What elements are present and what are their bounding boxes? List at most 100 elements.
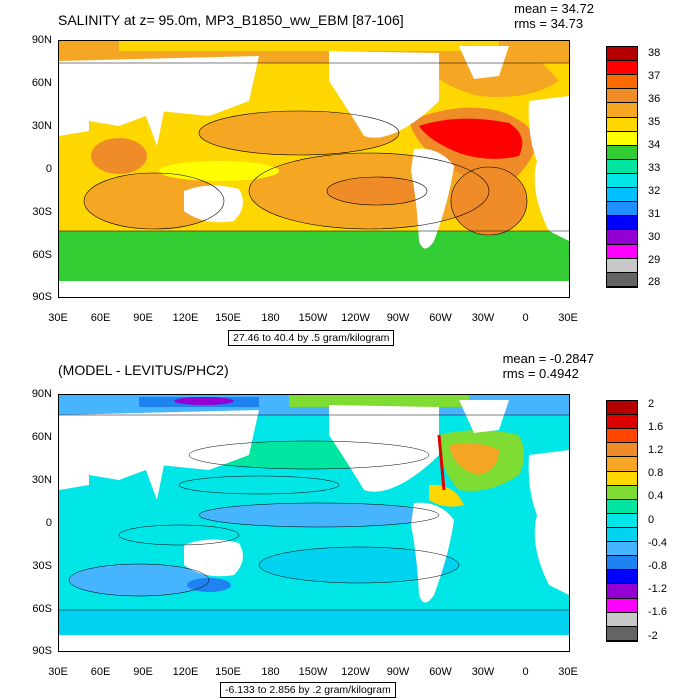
north-pacific-high [199, 111, 399, 155]
colorbar-segment [607, 75, 637, 90]
colorbar-label: 31 [648, 208, 661, 220]
colorbar-segment [607, 145, 637, 160]
colorbar-segment [607, 173, 637, 189]
x-tick-label: 60E [90, 312, 111, 324]
x-tick-label: 150E [215, 666, 241, 678]
x-tick-label: 30E [48, 666, 68, 678]
contour-info: 27.46 to 40.4 by .5 gram/kilogram [228, 330, 395, 346]
south-pacific-neg [259, 547, 459, 583]
x-tick-label: 120E [172, 666, 199, 678]
y-tick-label: 30N [31, 120, 52, 132]
colorbar-segment [607, 61, 637, 76]
equatorial-pacific [199, 503, 439, 527]
greenland-land [459, 46, 509, 79]
south-indian-neg [69, 564, 209, 596]
colorbar-segment [607, 216, 637, 231]
x-tick-label: 30E [558, 312, 578, 324]
colorbar-segment [607, 443, 637, 458]
colorbar [606, 46, 638, 288]
y-tick-label: 60N [31, 431, 52, 443]
x-tick-label: 90E [133, 312, 153, 324]
chart-title: (MODEL - LEVITUS/PHC2) [58, 362, 229, 378]
colorbar-segment [607, 103, 637, 118]
colorbar-segment [607, 542, 637, 557]
colorbar-segment [607, 131, 637, 146]
mean-value: mean = -0.2847 [502, 351, 594, 366]
eurasia-land [59, 56, 259, 126]
y-tick-label: 90N [31, 388, 52, 400]
colorbar-segment [607, 258, 637, 273]
colorbar-label: 29 [648, 254, 661, 266]
colorbar-segment [607, 499, 637, 514]
colorbar-label: 36 [648, 93, 661, 105]
antarctica [59, 281, 569, 297]
y-tick-label: 0 [45, 163, 52, 175]
north-atlantic-max [449, 443, 499, 475]
colorbar-segment [607, 598, 637, 613]
y-tick-label: 60N [31, 77, 52, 89]
y-tick-label: 30S [32, 560, 52, 572]
x-tick-label: 150W [298, 312, 328, 324]
contour-info: -6.133 to 2.856 by .2 gram/kilogram [220, 682, 396, 698]
colorbar-segment [607, 626, 637, 641]
salinity-panel: SALINITY at z= 95.0m, MP3_B1850_ww_EBM [… [0, 1, 661, 346]
colorbar-label: 34 [648, 139, 661, 151]
colorbar-label: 2 [648, 398, 655, 410]
y-tick-label: 90N [31, 34, 52, 46]
difference-map [58, 394, 570, 652]
arctic-positive [289, 395, 469, 407]
colorbar-label: 0.4 [648, 490, 664, 502]
mean-value: mean = 34.72 [514, 1, 594, 16]
south-pacific-core [327, 177, 427, 205]
difference-panel: (MODEL - LEVITUS/PHC2) mean = -0.2847 rm… [0, 350, 700, 700]
colorbar-label: 28 [648, 276, 661, 288]
colorbar-label: 0 [648, 514, 655, 526]
colorbar-segment [607, 429, 637, 444]
x-tick-label: 120E [172, 312, 199, 324]
contour-lines [59, 414, 569, 611]
africa-land [528, 450, 569, 595]
y-axis-labels: 90N 60N 30N 0 30S 60S 90S [0, 34, 52, 303]
chart-title: SALINITY at z= 95.0m, MP3_B1850_ww_EBM [… [58, 12, 404, 28]
x-tick-label: 120W [341, 666, 370, 678]
x-tick-label: 30W [471, 666, 495, 678]
colorbar [606, 400, 638, 642]
australia-land [184, 539, 243, 577]
salinity-map [58, 40, 570, 298]
colorbar-label: -0.8 [648, 560, 667, 572]
x-tick-label: 150W [298, 666, 328, 678]
x-tick-label: 90W [386, 312, 410, 324]
y-tick-label: 60S [32, 603, 52, 615]
y-tick-label: 0 [45, 517, 52, 529]
x-axis-labels: 30E 60E 90E 120E 150E 180 150W 120W 90W … [48, 312, 578, 326]
southern-ocean [59, 610, 569, 635]
colorbar-segment [607, 272, 637, 287]
colorbar-label: 32 [648, 185, 661, 197]
warm-pool [159, 161, 279, 181]
x-tick-label: 120W [341, 312, 370, 324]
indian-ocean-high [84, 173, 224, 229]
north-atlantic-core [419, 118, 523, 159]
colorbar-label: 1.6 [648, 421, 664, 433]
antarctica [59, 635, 569, 651]
colorbar-label: -1.6 [648, 606, 667, 618]
colorbar-segment [607, 415, 637, 430]
north-america-land [329, 405, 439, 492]
x-tick-label: 90E [133, 666, 153, 678]
colorbar-segment [607, 584, 637, 599]
colorbar-segment [607, 527, 637, 543]
colorbar-label: -2 [648, 630, 658, 642]
greenland-land [459, 400, 509, 433]
south-atlantic [451, 167, 527, 235]
coastal-max [437, 434, 446, 491]
colorbar-label: 30 [648, 231, 661, 243]
colorbar-segment [607, 202, 637, 217]
colorbar-label: -1.2 [648, 583, 667, 595]
salinity-map-svg [59, 41, 569, 297]
colorbar-segment [607, 188, 637, 203]
x-tick-label: 30E [48, 312, 68, 324]
arctic-yellow [119, 41, 499, 51]
africa-land [528, 96, 569, 241]
x-tick-label: 0 [522, 666, 529, 678]
colorbar-segment [607, 485, 637, 500]
